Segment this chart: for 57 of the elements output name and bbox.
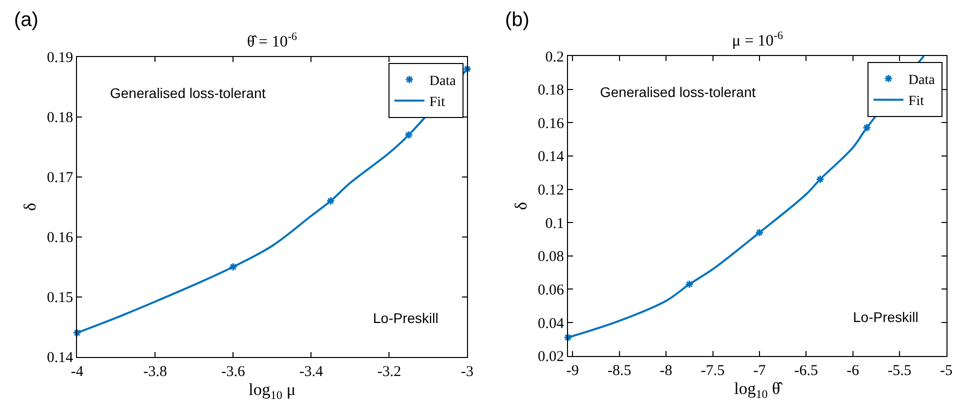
x-axis-title: log$_{10}$ θ̂: [734, 379, 784, 401]
y-tick-label: 0.14: [538, 149, 564, 166]
x-axis-title: log$_{10}$ μ: [248, 380, 296, 402]
chart-title: θ̂ = 10$^{-6}$: [247, 31, 298, 51]
y-tick-label: 0.16: [538, 116, 564, 132]
point: [564, 333, 572, 342]
x-tick-label: -5.5: [888, 362, 912, 379]
legend-label: Data: [908, 72, 936, 88]
legend-label: Fit: [429, 95, 446, 110]
chart-title: μ = 10$^{-6}$: [732, 30, 784, 50]
point: [404, 130, 414, 140]
y-tick-label: 0.02: [538, 349, 564, 366]
x-tick-label: -7: [753, 362, 766, 379]
x-tick-label: -3.6: [221, 364, 246, 380]
y-tick-label: 0.16: [46, 230, 74, 246]
legend-label: Fit: [908, 94, 924, 110]
annotation: Lo-Preskill: [853, 309, 918, 325]
x-tick-label: -4: [70, 364, 84, 380]
x-tick-label: -3.2: [377, 364, 402, 380]
point: [326, 196, 336, 206]
y-tick-label: 0.04: [538, 316, 564, 332]
point: [862, 123, 872, 132]
annotation: Generalised loss-tolerant: [600, 84, 756, 100]
y-tick-label: 0.12: [538, 182, 564, 199]
text: (a): [14, 9, 38, 31]
y-tick-label: 0.18: [46, 110, 74, 126]
point: [685, 280, 694, 289]
x-tick-label: -6: [846, 362, 860, 379]
y-tick-label: 0.15: [46, 290, 74, 306]
annotation: Generalised loss-tolerant: [110, 85, 266, 101]
x-tick-label: -3: [460, 364, 474, 380]
legend-label: Data: [429, 74, 457, 89]
x-tick-label: -7.5: [700, 362, 725, 379]
y-tick-label: 0.1: [545, 216, 564, 232]
y-tick-label: 0.06: [538, 282, 564, 298]
point: [755, 228, 764, 237]
y-tick-label: 0.19: [46, 50, 74, 66]
y-tick-label: 0.18: [538, 82, 564, 99]
text: (b): [505, 9, 530, 31]
x-tick-label: -3.4: [299, 364, 324, 380]
y-tick-label: 0.08: [538, 249, 564, 266]
y-axis-title: δ: [511, 202, 530, 210]
point: [462, 64, 472, 74]
x-tick-label: -8.5: [607, 362, 632, 379]
x-tick-label: -8: [660, 362, 672, 379]
y-axis-title: δ: [20, 202, 40, 211]
point: [72, 328, 82, 338]
y-tick-label: 0.2: [545, 49, 564, 66]
x-tick-label: -9: [566, 362, 579, 379]
annotation: Lo-Preskill: [373, 310, 438, 326]
x-tick-label: -6.5: [794, 362, 818, 379]
x-tick-label: -3.8: [143, 364, 168, 380]
y-tick-label: 0.17: [46, 170, 74, 186]
y-tick-label: 0.14: [46, 350, 74, 366]
point: [816, 174, 825, 184]
x-tick-label: -5: [940, 362, 953, 379]
point: [228, 262, 238, 272]
